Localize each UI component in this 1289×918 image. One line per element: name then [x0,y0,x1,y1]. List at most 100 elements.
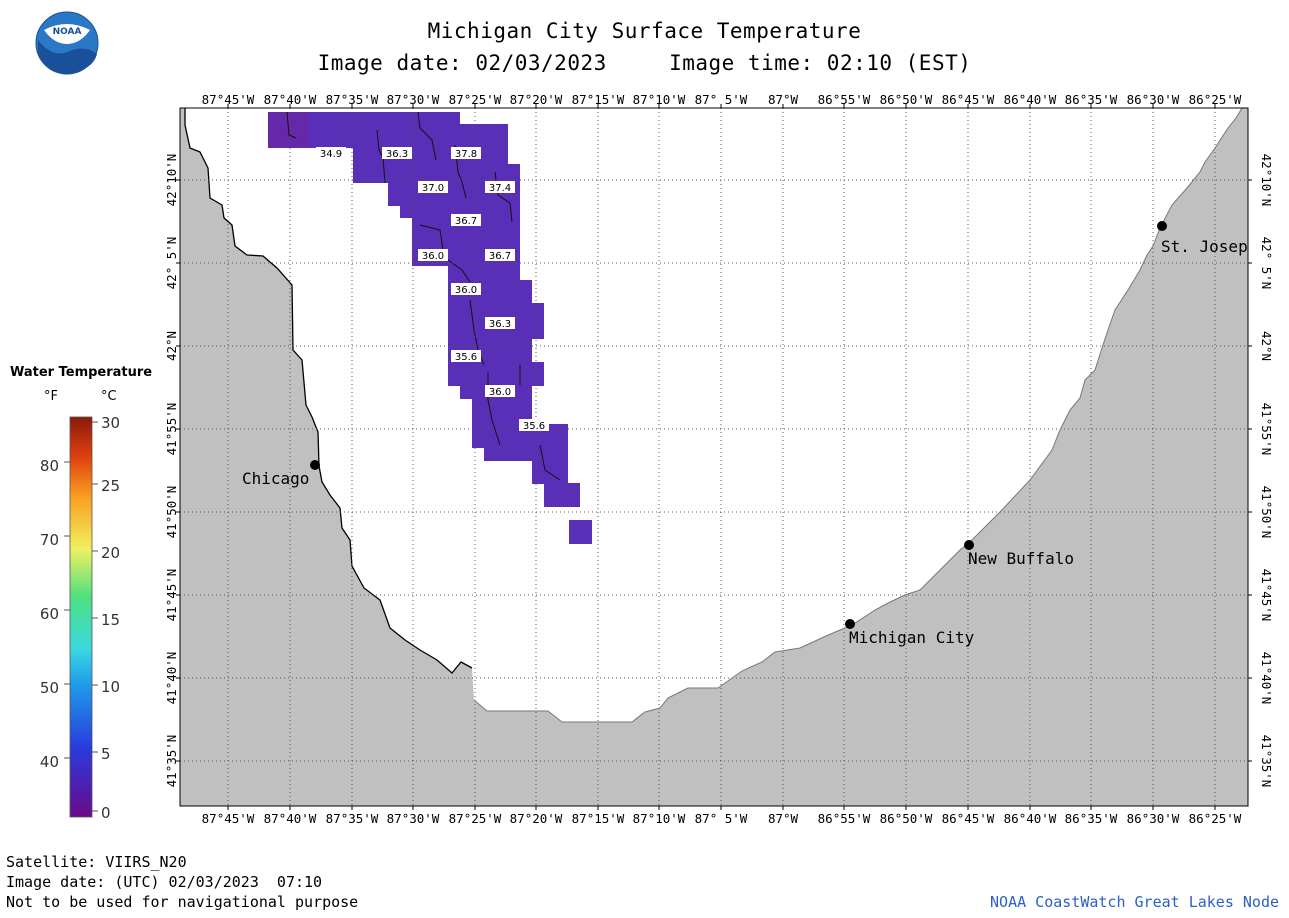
svg-text:Michigan City: Michigan City [849,628,975,647]
temp-label: 36.7 [485,249,515,262]
noaa-logo: NOAA [35,11,99,75]
lon-label: 86°45'W [942,811,995,826]
svg-text:St. Josep: St. Josep [1161,237,1248,256]
lat-label: 41°45'N [164,569,179,622]
lon-label: 87°35'W [326,811,379,826]
footer-utc-date: Image date: (UTC) 02/03/2023 07:10 [6,873,323,891]
lon-label: 86°50'W [880,92,933,107]
svg-text:New Buffalo: New Buffalo [968,549,1074,568]
legend-colorbar: 40 50 60 70 80 0 5 10 15 20 25 30 [40,414,120,822]
svg-text:10: 10 [101,678,120,696]
lat-labels-left: 42°10'N 42° 5'N 42°N 41°55'N 41°50'N 41°… [164,154,179,788]
svg-text:80: 80 [40,457,59,475]
lon-label: 87° 5'W [695,92,748,107]
svg-text:37.8: 37.8 [455,149,477,160]
lon-label: 87°10'W [633,811,686,826]
temp-label: 36.7 [451,214,481,227]
temp-label: 34.9 [316,147,346,160]
map-area [180,108,1248,806]
noaa-logo-text: NOAA [53,27,82,37]
lon-label: 86°40'W [1004,92,1057,107]
lon-labels-bottom: 87°45'W 87°40'W 87°35'W 87°30'W 87°25'W … [202,811,1242,826]
svg-text:25: 25 [101,477,120,495]
svg-text:35.6: 35.6 [523,421,545,432]
temp-label: 35.6 [519,419,549,432]
lon-label: 87°45'W [202,811,255,826]
lat-label: 42°N [164,331,179,361]
temperature-labels: 34.9 36.3 37.8 37.0 37.4 36.7 36.0 36.7 … [316,147,549,432]
lat-label: 41°35'N [1259,735,1274,788]
lon-labels-top: 87°45'W 87°40'W 87°35'W 87°30'W 87°25'W … [202,92,1242,107]
lon-label: 86°25'W [1189,811,1242,826]
city-markers: Chicago St. Josep New Buffalo Michigan C… [242,221,1248,647]
lon-label: 86°30'W [1127,92,1180,107]
colorbar [69,416,93,818]
lon-label: 87°40'W [264,92,317,107]
legend-unit-c: °C [101,389,117,404]
svg-text:36.0: 36.0 [422,251,444,262]
lon-label: 87° 5'W [695,811,748,826]
temp-label: 36.0 [485,385,515,398]
image-date-time: Image date: 02/03/2023 Image time: 02:10… [0,51,1289,75]
lat-label: 41°45'N [1259,569,1274,622]
temp-label: 36.3 [485,317,515,330]
lon-label: 86°35'W [1065,92,1118,107]
map-border [179,107,1249,807]
lon-label: 86°55'W [818,811,871,826]
legend-title: Water Temperature [10,365,153,380]
footer-node: NOAA CoastWatch Great Lakes Node [990,893,1279,911]
lon-label: 87°30'W [387,92,440,107]
lon-label: 86°55'W [818,92,871,107]
lon-label: 87°20'W [510,92,563,107]
lat-label: 41°35'N [164,735,179,788]
temp-label: 37.8 [451,147,481,160]
image-time: Image time: 02:10 (EST) [669,51,972,75]
svg-text:50: 50 [40,679,59,697]
east-shoreline [473,108,1243,723]
svg-text:36.3: 36.3 [489,319,511,330]
svg-text:37.0: 37.0 [422,183,444,194]
svg-text:70: 70 [40,531,59,549]
svg-text:36.7: 36.7 [489,251,511,262]
lat-label: 42° 5'N [164,237,179,290]
footer-disclaimer: Not to be used for navigational purpose [6,893,359,911]
lon-label: 86°50'W [880,811,933,826]
lon-label: 87°35'W [326,92,379,107]
temp-label: 37.0 [418,181,448,194]
lon-label: 87°30'W [387,811,440,826]
graticule [180,108,1248,806]
lon-label: 87°45'W [202,92,255,107]
legend-c-ticks: 0 5 10 15 20 25 30 [101,414,120,822]
lon-label: 86°25'W [1189,92,1242,107]
lon-label: 87°W [768,811,799,826]
svg-text:36.0: 36.0 [455,285,477,296]
temp-label: 35.6 [451,350,481,363]
lon-label: 87°10'W [633,92,686,107]
svg-text:36.7: 36.7 [455,216,477,227]
lat-label: 42°N [1259,331,1274,361]
lat-label: 41°40'N [1259,652,1274,705]
city-chicago: Chicago [242,460,320,488]
image-date: Image date: 02/03/2023 [317,51,607,75]
temp-label: 36.0 [418,249,448,262]
footer-satellite: Satellite: VIIRS_N20 [6,853,187,871]
temp-label: 37.4 [485,181,515,194]
lat-label: 42°10'N [164,154,179,207]
lon-label: 87°W [768,92,799,107]
legend-f-ticks: 40 50 60 70 80 [40,457,59,771]
lat-label: 42°10'N [1259,154,1274,207]
lon-label: 87°40'W [264,811,317,826]
lat-label: 41°40'N [164,652,179,705]
svg-text:36.0: 36.0 [489,387,511,398]
svg-text:37.4: 37.4 [489,183,511,194]
lon-label: 86°30'W [1127,811,1180,826]
city-new-buffalo: New Buffalo [964,540,1074,568]
lon-label: 86°35'W [1065,811,1118,826]
svg-text:60: 60 [40,605,59,623]
lat-label: 41°55'N [1259,403,1274,456]
map-title: Michigan City Surface Temperature [427,19,862,43]
svg-text:34.9: 34.9 [320,149,342,160]
city-st-joseph: St. Josep [1157,221,1248,256]
lon-label: 87°15'W [572,92,625,107]
